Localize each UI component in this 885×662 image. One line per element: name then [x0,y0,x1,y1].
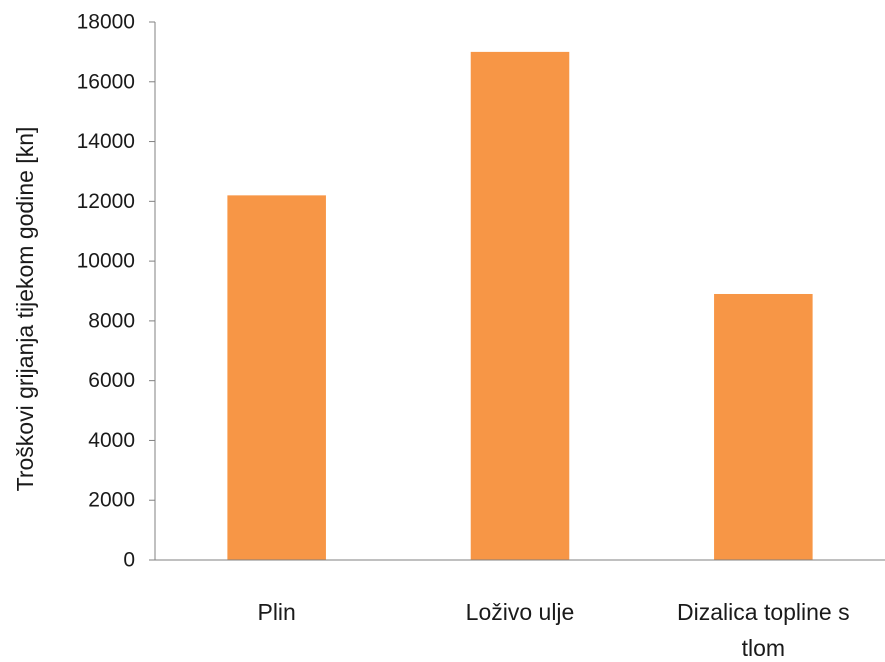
y-tick-label: 8000 [88,309,135,332]
y-tick-label: 16000 [77,70,135,93]
y-axis-title: Troškovi grijanja tijekom godine [kn] [12,127,38,492]
x-category-label: Dizalica topline s tlom [677,599,850,661]
bar-2 [714,293,813,560]
y-axis-ticks: 0 2000 4000 6000 8000 10000 12000 14000 16000 180… [77,11,155,572]
bars [227,51,813,561]
y-tick-label: 18000 [77,11,135,34]
y-tick-label: 10000 [77,250,135,273]
y-tick-label: 4000 [88,429,135,452]
bar-0 [227,195,326,560]
y-tick-label: 2000 [88,489,135,512]
y-tick-label: 14000 [77,130,135,153]
y-tick-label: 0 [123,549,135,572]
x-axis-labels: Plin Loživo ulje Dizalica topline s tlom [257,599,849,661]
y-tick-label: 12000 [77,190,135,213]
x-category-label: Plin [257,599,295,625]
x-category-label: Loživo ulje [466,599,575,625]
bar-1 [470,51,570,561]
y-tick-label: 6000 [88,369,135,392]
